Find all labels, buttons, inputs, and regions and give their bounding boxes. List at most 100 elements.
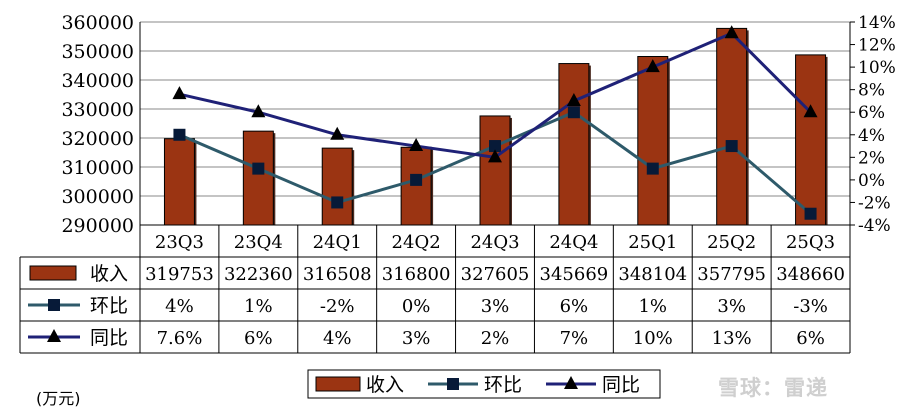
table-cell-value: 7% xyxy=(560,328,589,349)
revenue-bar xyxy=(637,55,669,226)
square-marker xyxy=(173,128,186,141)
y-right-tick-label: 12% xyxy=(858,36,896,56)
table-cell-value: 13% xyxy=(712,328,752,349)
table-cell-value: 6% xyxy=(796,328,825,349)
category-label: 24Q1 xyxy=(313,232,362,253)
y-right-tick-label: -4% xyxy=(858,216,891,236)
legend-label: 同比 xyxy=(602,374,640,396)
legend: 收入 环比 同比 xyxy=(307,369,661,399)
table-cell-value: 6% xyxy=(244,328,273,349)
revenue-bar xyxy=(242,130,274,226)
table-cell-value: 3% xyxy=(717,296,746,317)
y-left-tick-label: 340000 xyxy=(61,70,134,92)
legend-label: 收入 xyxy=(366,374,404,396)
y-right-tick-label: 0% xyxy=(858,171,885,191)
triangle-marker xyxy=(645,59,660,73)
revenue-bar xyxy=(163,138,195,226)
category-label: 24Q2 xyxy=(392,232,441,253)
table-cell-value: -3% xyxy=(793,296,828,317)
legend-key-marker xyxy=(564,376,578,389)
table-cell-value: 4% xyxy=(165,296,194,317)
y-right-tick-label: 14% xyxy=(858,13,896,33)
table-cell-value: 10% xyxy=(633,328,673,349)
triangle-marker xyxy=(330,126,345,140)
table-cell-value: 319753 xyxy=(145,264,214,285)
y-left-tick-label: 330000 xyxy=(61,99,134,121)
table-cell-value: 357795 xyxy=(697,264,766,285)
triangle-marker xyxy=(251,104,266,118)
table-key-bar xyxy=(29,265,77,281)
watermark: 雪球：雷递 xyxy=(718,376,828,400)
revenue-bar xyxy=(400,146,432,226)
square-marker xyxy=(646,162,659,175)
revenue-bar xyxy=(479,115,511,226)
category-label: 23Q3 xyxy=(155,232,204,253)
y-right-tick-label: -2% xyxy=(858,193,891,213)
category-label: 25Q3 xyxy=(786,232,835,253)
table-cell-value: 348104 xyxy=(618,264,687,285)
table-cell-value: 316508 xyxy=(303,264,372,285)
triangle-marker xyxy=(409,138,424,152)
square-marker xyxy=(331,196,344,209)
table-key-marker xyxy=(47,329,61,342)
legend-key-bar xyxy=(315,376,361,392)
table-cell-value: 1% xyxy=(244,296,273,317)
y-right-tick-label: 10% xyxy=(858,58,896,78)
square-marker xyxy=(489,140,501,153)
table-cell-value: 322360 xyxy=(224,264,293,285)
table-cell-value: 327605 xyxy=(461,264,530,285)
table-cell-value: 3% xyxy=(402,328,431,349)
category-label: 24Q4 xyxy=(549,232,598,253)
y-right-tick-label: 6% xyxy=(858,103,885,123)
table-key-marker xyxy=(48,299,60,311)
revenue-bar xyxy=(321,147,353,226)
revenue-bar xyxy=(795,54,827,226)
table-cell-value: 2% xyxy=(481,328,510,349)
y-right-tick-label: 4% xyxy=(858,126,885,146)
triangle-marker xyxy=(724,25,739,39)
category-label: 23Q4 xyxy=(234,232,283,253)
table-cell-value: 4% xyxy=(323,328,352,349)
y-right-tick-label: 2% xyxy=(858,148,885,168)
category-label: 25Q1 xyxy=(628,232,677,253)
triangle-marker xyxy=(172,86,187,100)
y-right-tick-label: 8% xyxy=(858,81,885,101)
revenue-bars xyxy=(163,27,828,226)
square-marker xyxy=(410,173,423,186)
square-marker xyxy=(725,140,738,153)
square-marker xyxy=(804,207,817,220)
category-label: 25Q2 xyxy=(707,232,756,253)
table-cell-value: 6% xyxy=(560,296,589,317)
triangle-marker xyxy=(488,149,502,163)
revenue-bar xyxy=(716,27,748,226)
axes: 290000 300000 310000 320000 330000 340000 3500… xyxy=(61,12,895,237)
y-left-tick-label: 310000 xyxy=(61,157,134,179)
table-cell-value: 316800 xyxy=(382,264,451,285)
table-row-label: 收入 xyxy=(90,263,128,285)
triangle-marker xyxy=(566,92,581,106)
unit-label: (万元) xyxy=(36,389,81,408)
category-label: 24Q3 xyxy=(470,232,519,253)
data-table: 23Q3 23Q4 24Q1 24Q2 24Q3 24Q4 25Q1 25Q2 25Q3 收入 31… xyxy=(19,224,851,354)
table-cell-value: 3% xyxy=(481,296,510,317)
square-marker xyxy=(567,106,580,119)
table-row-label: 环比 xyxy=(90,295,128,317)
table-cell-value: 348660 xyxy=(776,264,845,285)
y-left-tick-label: 360000 xyxy=(61,12,134,34)
table-row-label: 同比 xyxy=(90,327,128,349)
legend-key-marker xyxy=(447,378,459,390)
y-left-tick-label: 300000 xyxy=(61,186,134,208)
legend-box xyxy=(307,369,661,399)
table-cell-value: 7.6% xyxy=(157,328,203,349)
y-left-tick-label: 350000 xyxy=(61,41,134,63)
revenue-bar xyxy=(558,63,590,226)
table-cell-value: -2% xyxy=(320,296,355,317)
table-cell-value: 345669 xyxy=(540,264,609,285)
y-left-tick-label: 320000 xyxy=(61,128,134,150)
growth-lines xyxy=(172,25,818,220)
table-cell-value: 1% xyxy=(638,296,667,317)
legend-label: 环比 xyxy=(484,374,522,396)
square-marker xyxy=(252,162,265,175)
triangle-marker xyxy=(803,104,818,118)
